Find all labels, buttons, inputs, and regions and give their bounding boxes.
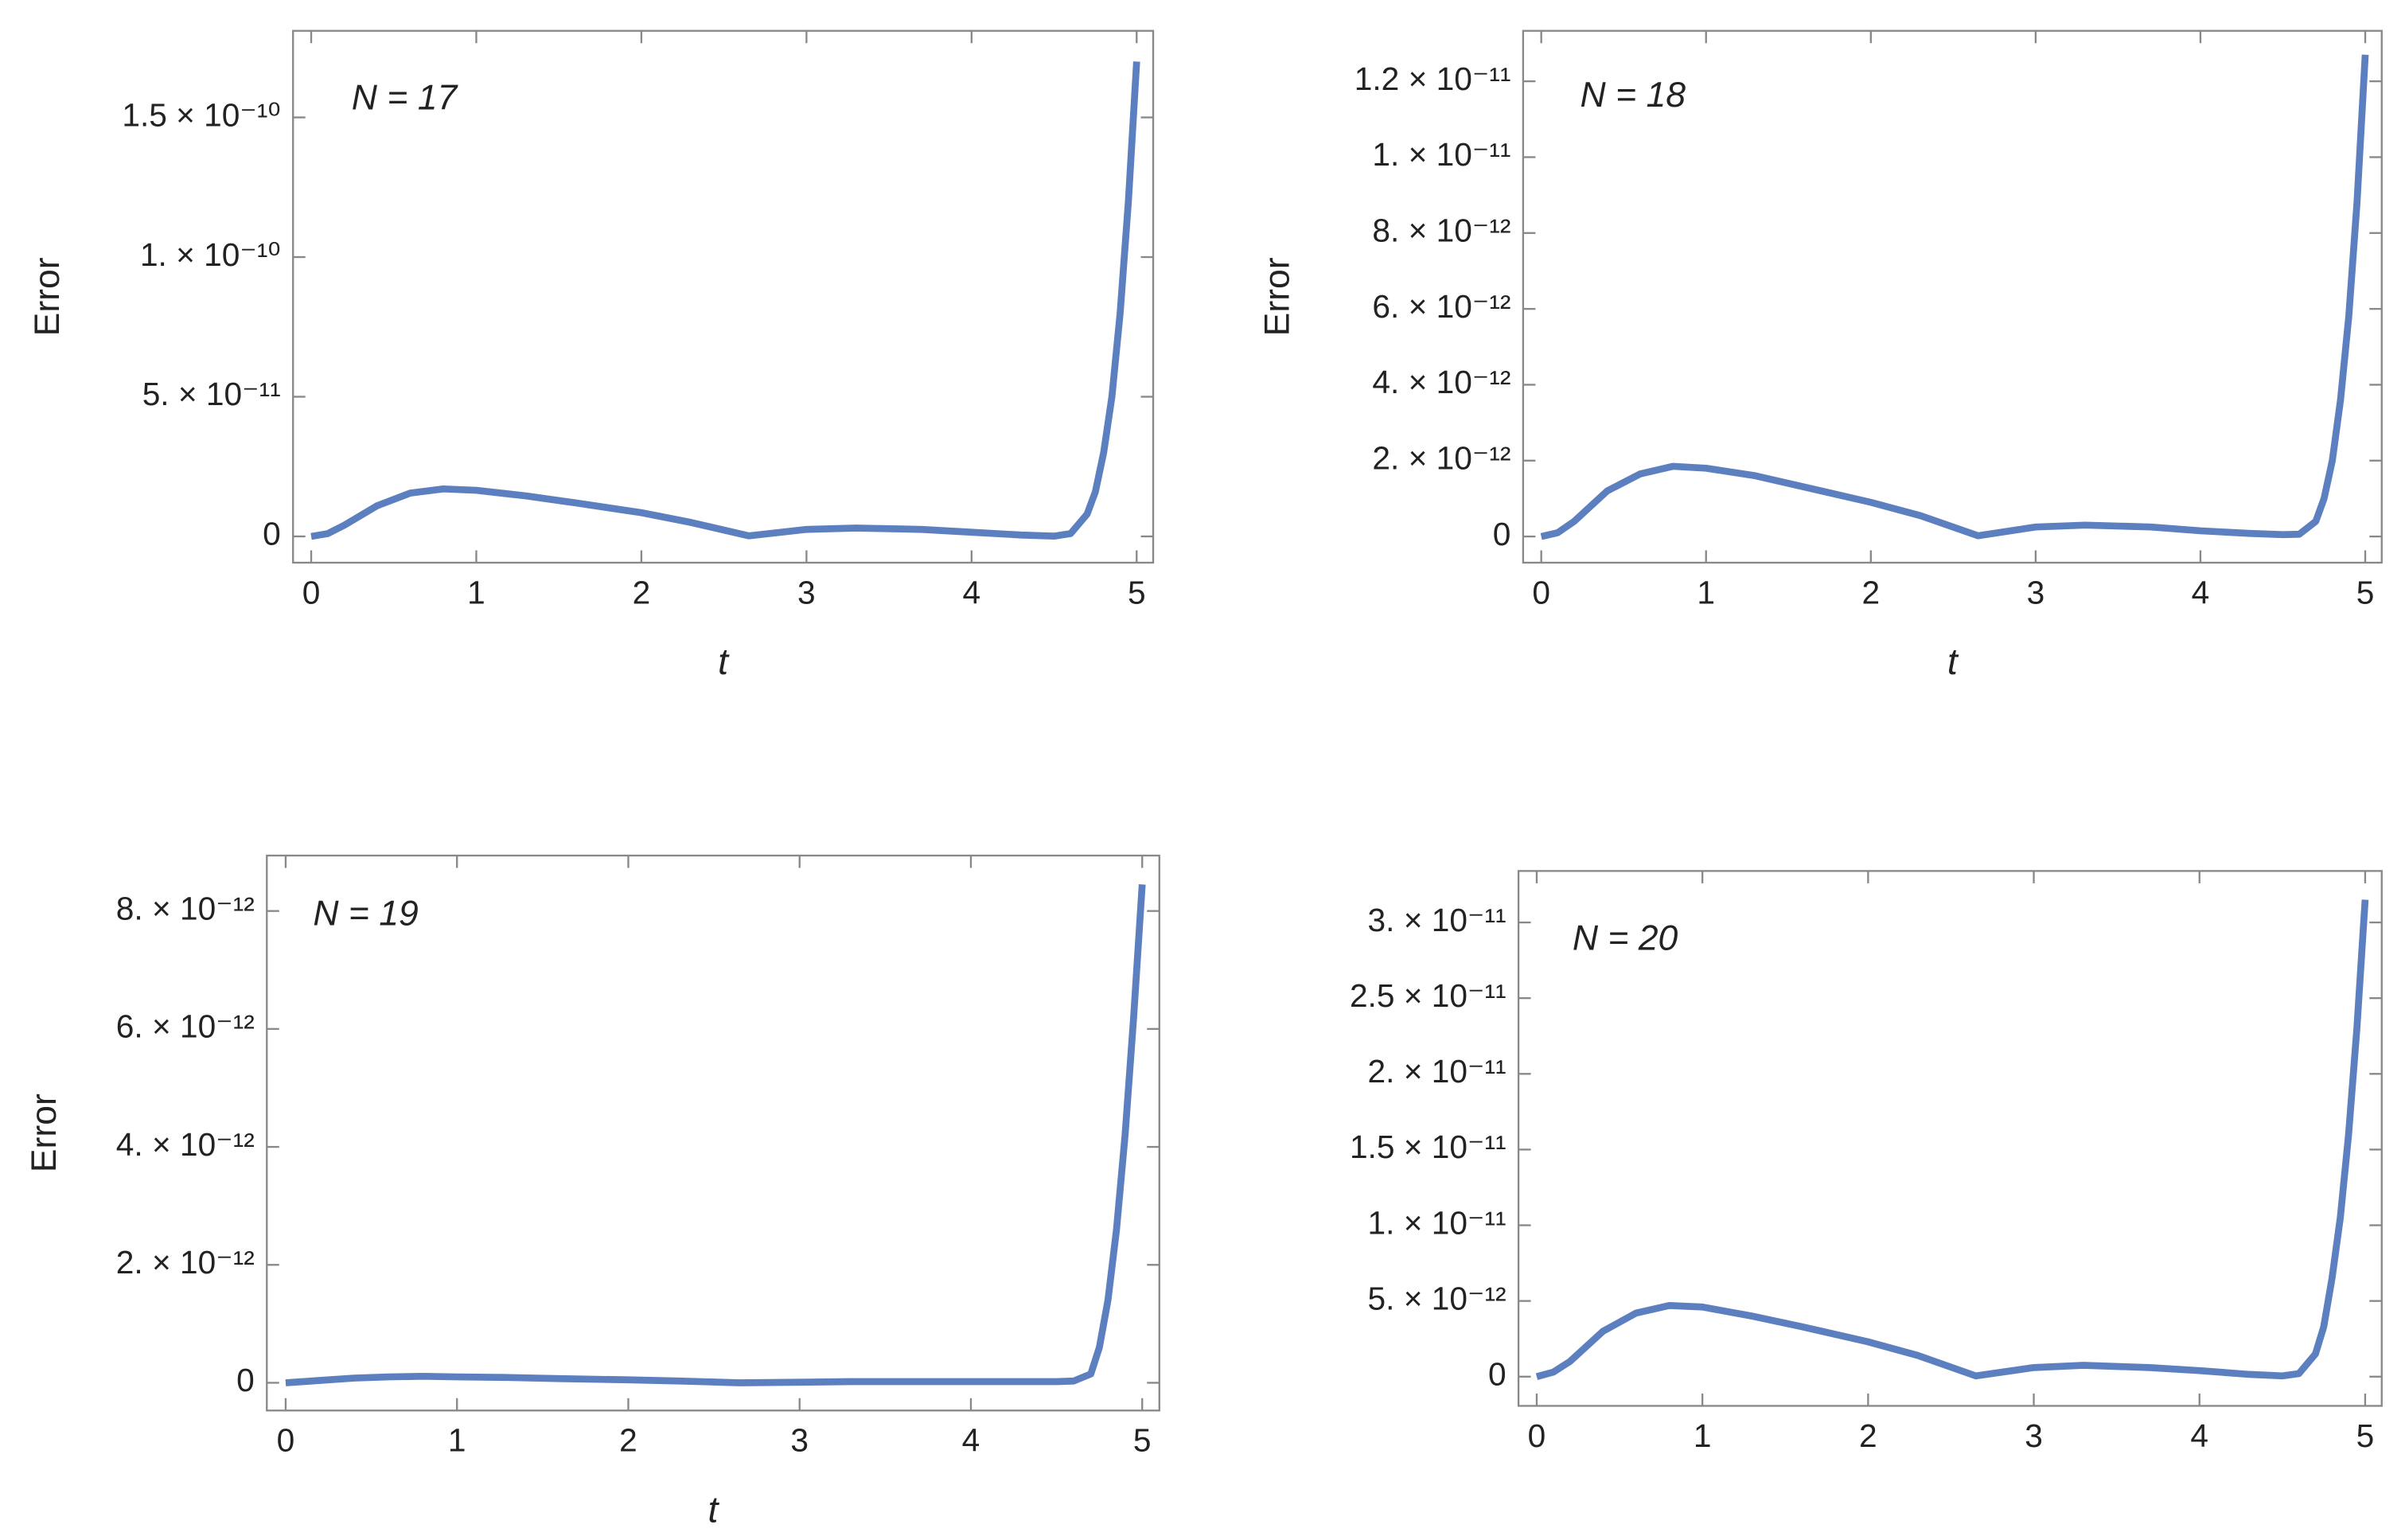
y-tick-label: 3. × 10⁻¹¹ [1368, 902, 1507, 938]
plot-frame [1517, 870, 2383, 1407]
y-tick-label: 1.2 × 10⁻¹¹ [1355, 60, 1511, 97]
x-tick-label: 5 [1133, 1422, 1152, 1459]
y-tick-label: 2. × 10⁻¹² [1372, 440, 1510, 477]
error-line [1535, 899, 2369, 1380]
y-tick-label: 1.5 × 10⁻¹⁰ [122, 96, 280, 133]
x-axis-label: t [718, 641, 730, 682]
x-tick-label: 3 [797, 574, 816, 610]
y-tick-label: 1.5 × 10⁻¹¹ [1350, 1129, 1507, 1165]
y-tick-label: 0 [1493, 516, 1511, 552]
y-tick-label: 8. × 10⁻¹² [1372, 212, 1510, 249]
x-tick-label: 0 [277, 1422, 295, 1459]
y-axis-label: Error [25, 1094, 64, 1172]
y-axis-label: Error [1258, 257, 1297, 336]
x-tick-label: 2 [1862, 574, 1881, 610]
x-tick-label: 1 [1694, 1417, 1712, 1454]
plot-frame [1522, 29, 2383, 564]
error-line [310, 61, 1140, 540]
y-tick-label: 5. × 10⁻¹¹ [142, 376, 281, 412]
x-tick-label: 2 [1859, 1417, 1877, 1454]
x-tick-label: 5 [1128, 574, 1146, 610]
x-tick-label: 3 [790, 1422, 809, 1459]
y-tick-label: 4. × 10⁻¹² [116, 1126, 255, 1163]
y-tick-label: 0 [1488, 1356, 1507, 1393]
x-tick-label: 1 [467, 574, 485, 610]
x-tick-label: 4 [2190, 1417, 2208, 1454]
y-tick-label: 6. × 10⁻¹² [1372, 288, 1510, 325]
x-tick-label: 3 [2027, 574, 2045, 610]
plot-frame [266, 854, 1160, 1412]
y-tick-label: 8. × 10⁻¹² [116, 890, 255, 926]
y-tick-label: 1. × 10⁻¹¹ [1372, 136, 1510, 173]
x-tick-label: 1 [1697, 574, 1715, 610]
x-tick-label: 4 [962, 1422, 980, 1459]
y-tick-label: 5. × 10⁻¹² [1368, 1280, 1507, 1316]
x-tick-label: 5 [2356, 574, 2375, 610]
y-tick-label: 0 [263, 516, 281, 552]
error-line [1540, 54, 2369, 540]
x-tick-label: 2 [633, 574, 651, 610]
x-tick-label: 5 [2356, 1417, 2375, 1454]
x-axis-label: t [708, 1488, 720, 1530]
x-tick-label: 4 [2192, 574, 2210, 610]
y-tick-label: 1. × 10⁻¹¹ [1368, 1204, 1507, 1241]
x-tick-label: 3 [2025, 1417, 2043, 1454]
x-tick-label: 2 [619, 1422, 637, 1459]
annotation: N = 17 [352, 79, 459, 118]
x-axis-label: t [1947, 641, 1959, 682]
error-line [285, 884, 1146, 1386]
x-tick-label: 0 [1528, 1417, 1546, 1454]
plot-frame [292, 29, 1155, 564]
y-tick-label: 4. × 10⁻¹² [1372, 364, 1510, 400]
y-tick-label: 6. × 10⁻¹² [116, 1008, 255, 1045]
annotation: N = 20 [1573, 918, 1678, 957]
x-tick-label: 0 [1532, 574, 1550, 610]
x-tick-label: 0 [302, 574, 321, 610]
y-tick-label: 0 [236, 1362, 255, 1398]
annotation: N = 19 [313, 894, 418, 933]
y-tick-label: 2. × 10⁻¹² [116, 1244, 255, 1281]
x-tick-label: 4 [963, 574, 981, 610]
y-axis-label: Error [28, 257, 67, 336]
x-tick-label: 1 [448, 1422, 466, 1459]
annotation: N = 18 [1581, 76, 1686, 115]
y-tick-label: 2.5 × 10⁻¹¹ [1350, 977, 1507, 1014]
y-tick-label: 1. × 10⁻¹⁰ [140, 236, 281, 273]
y-tick-label: 2. × 10⁻¹¹ [1368, 1053, 1507, 1090]
